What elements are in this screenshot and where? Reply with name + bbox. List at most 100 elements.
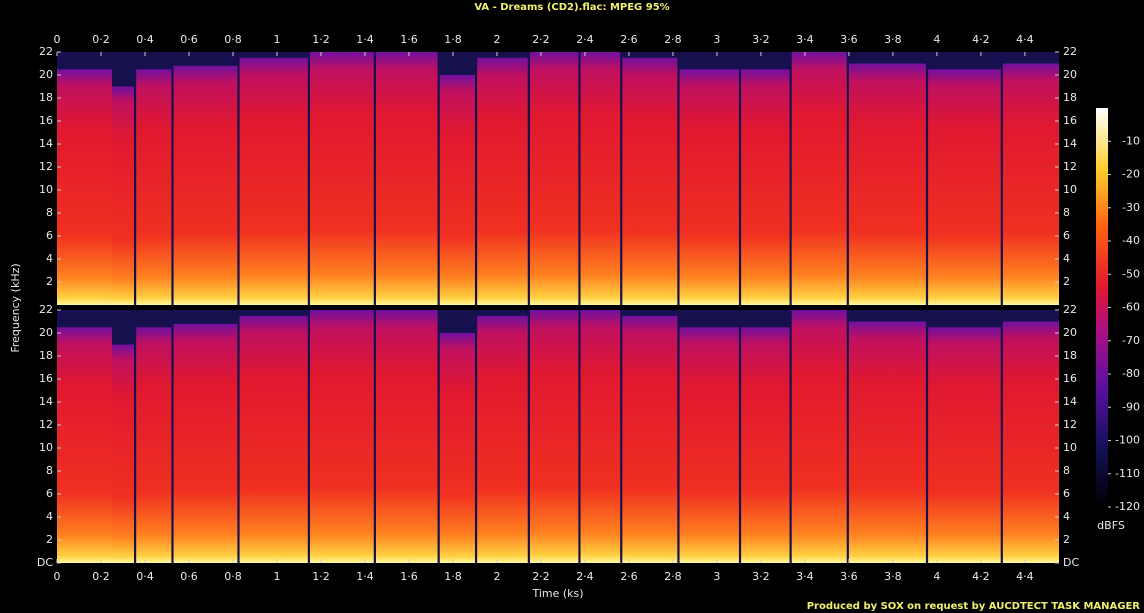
x-tick-label: 1·2 bbox=[312, 33, 330, 46]
y-tick-label: 6 bbox=[1063, 229, 1070, 242]
track-segment bbox=[57, 327, 112, 563]
y-tick-label: 8 bbox=[1063, 464, 1070, 477]
x-tick-label: 2·6 bbox=[620, 33, 638, 46]
y-tick-label: 20 bbox=[39, 326, 53, 339]
x-tick-label: 1·8 bbox=[444, 570, 462, 583]
x-tick-label: 3·8 bbox=[884, 570, 902, 583]
colorbar-tick-label: -50 bbox=[1122, 267, 1140, 280]
y-tick-label: 10 bbox=[1063, 441, 1077, 454]
y-tick-label: 10 bbox=[39, 183, 53, 196]
y-tick-label: 14 bbox=[1063, 395, 1077, 408]
colorbar-tick-label: -30 bbox=[1122, 201, 1140, 214]
y-tick-label: 6 bbox=[1063, 487, 1070, 500]
y-tick-label: 14 bbox=[39, 137, 53, 150]
colorbar-tick-label: -40 bbox=[1122, 234, 1140, 247]
track-segment bbox=[173, 65, 238, 305]
track-segment bbox=[1002, 321, 1059, 563]
track-segment bbox=[375, 52, 438, 305]
y-tick-label: 22 bbox=[39, 303, 53, 316]
x-tick-label: 0·2 bbox=[92, 33, 110, 46]
track-segment bbox=[111, 86, 134, 305]
x-tick-label: 1·2 bbox=[312, 570, 330, 583]
y-tick-label: 20 bbox=[39, 68, 53, 81]
colorbar-tick-label: -100 bbox=[1115, 434, 1140, 447]
y-tick-label: 16 bbox=[1063, 114, 1077, 127]
x-tick-label: 4·4 bbox=[1016, 33, 1034, 46]
x-tick-label: 0 bbox=[54, 33, 61, 46]
x-tick-label: 2·4 bbox=[576, 570, 594, 583]
x-tick-label: 0·4 bbox=[136, 570, 154, 583]
x-tick-label: 0·2 bbox=[92, 570, 110, 583]
x-tick-label: 2 bbox=[493, 570, 500, 583]
colorbar-tick-label: -110 bbox=[1115, 467, 1140, 480]
x-tick-label: 3·4 bbox=[796, 570, 814, 583]
y-tick-label: 22 bbox=[1063, 303, 1077, 316]
y-tick-label: 20 bbox=[1063, 326, 1077, 339]
x-tick-label: 3·6 bbox=[840, 33, 858, 46]
y-axis-label: Frequency (kHz) bbox=[9, 263, 22, 352]
colorbar-tick-label: -120 bbox=[1115, 500, 1140, 513]
track-segment bbox=[1002, 63, 1059, 305]
x-tick-label: 2·6 bbox=[620, 570, 638, 583]
y-tick-label: 16 bbox=[39, 372, 53, 385]
colorbar-tick-label: -80 bbox=[1122, 367, 1140, 380]
y-tick-label: 14 bbox=[1063, 137, 1077, 150]
y-tick-label: 8 bbox=[1063, 206, 1070, 219]
y-tick-label: 2 bbox=[1063, 533, 1070, 546]
y-tick-label: 8 bbox=[46, 206, 53, 219]
y-tick-label: 2 bbox=[1063, 275, 1070, 288]
x-tick-label: 1·6 bbox=[400, 33, 418, 46]
colorbar-tick-label: -60 bbox=[1122, 301, 1140, 314]
y-tick-label: 10 bbox=[39, 441, 53, 454]
colorbar-tick-label: -20 bbox=[1122, 168, 1140, 181]
x-tick-label: 3 bbox=[713, 570, 720, 583]
y-tick-label: 18 bbox=[1063, 91, 1077, 104]
track-segment bbox=[928, 327, 1001, 563]
y-tick-label: 2 bbox=[46, 275, 53, 288]
track-segment bbox=[136, 327, 172, 563]
colorbar-tick-label: -70 bbox=[1122, 334, 1140, 347]
x-tick-label: 1·4 bbox=[356, 33, 374, 46]
x-tick-label: 0·6 bbox=[180, 33, 198, 46]
x-tick-label: 3·2 bbox=[752, 570, 770, 583]
x-axis-label: Time (ks) bbox=[531, 587, 583, 600]
x-tick-label: 1·8 bbox=[444, 33, 462, 46]
x-tick-label: 0·6 bbox=[180, 570, 198, 583]
track-segment bbox=[529, 310, 579, 563]
track-segment bbox=[309, 310, 374, 563]
y-tick-label: DC bbox=[1063, 556, 1079, 569]
y-tick-label: 4 bbox=[1063, 252, 1070, 265]
x-tick-label: 2·2 bbox=[532, 570, 550, 583]
x-tick-label: 0·4 bbox=[136, 33, 154, 46]
y-tick-label: 12 bbox=[39, 418, 53, 431]
x-tick-label: 3 bbox=[713, 33, 720, 46]
track-segment bbox=[928, 69, 1001, 305]
track-segment bbox=[239, 315, 308, 563]
x-tick-label: 2·8 bbox=[664, 33, 682, 46]
y-tick-label: 18 bbox=[39, 91, 53, 104]
x-tick-label: 4·2 bbox=[972, 570, 990, 583]
x-tick-label: 0·8 bbox=[224, 33, 242, 46]
colorbar-tick-label: -10 bbox=[1122, 134, 1140, 147]
track-segment bbox=[375, 310, 438, 563]
track-segment bbox=[57, 69, 112, 305]
y-tick-label: 2 bbox=[46, 533, 53, 546]
track-segment bbox=[529, 52, 579, 305]
x-tick-label: 4 bbox=[933, 570, 940, 583]
track-segment bbox=[580, 310, 621, 563]
y-tick-label: 4 bbox=[46, 252, 53, 265]
x-tick-label: 2·8 bbox=[664, 570, 682, 583]
colorbar-label: dBFS bbox=[1097, 519, 1125, 532]
track-segment bbox=[173, 323, 238, 563]
y-tick-label: 4 bbox=[46, 510, 53, 523]
track-segment bbox=[136, 69, 172, 305]
track-segment bbox=[741, 327, 790, 563]
x-tick-label: 2 bbox=[493, 33, 500, 46]
x-tick-label: 3·4 bbox=[796, 33, 814, 46]
colorbar-tick-label: -90 bbox=[1122, 400, 1140, 413]
chart-title: VA - Dreams (CD2).flac: MPEG 95% bbox=[474, 2, 669, 13]
track-segment bbox=[848, 321, 926, 563]
y-tick-label: 6 bbox=[46, 229, 53, 242]
x-tick-label: 4·2 bbox=[972, 33, 990, 46]
y-tick-label: 16 bbox=[1063, 372, 1077, 385]
